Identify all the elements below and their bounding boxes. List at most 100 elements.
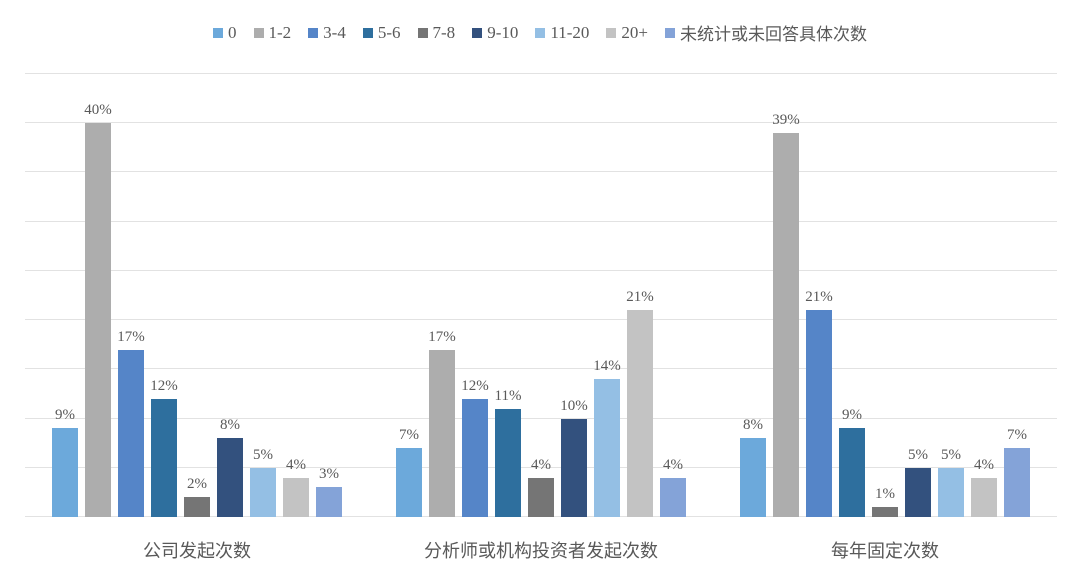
legend-swatch-icon — [213, 27, 223, 38]
bar-slot: 17% — [428, 74, 456, 517]
bar-value-label: 4% — [286, 456, 306, 473]
gridline-20 — [25, 319, 1057, 321]
legend-label: 11-20 — [550, 22, 590, 42]
bar-value-label: 5% — [908, 446, 928, 463]
legend-label: 未统计或未回答具体次数 — [679, 25, 867, 44]
legend-item-0: 0 — [213, 23, 237, 43]
bar-0-cat3 — [740, 438, 766, 517]
bar-value-label: 9% — [55, 407, 75, 424]
legend-swatch-icon — [664, 27, 675, 38]
legend-item-未统计或未回答具体次数: 未统计或未回答具体次数 — [664, 20, 867, 45]
bar-未统计或未回答具体次数-cat2 — [660, 477, 686, 517]
bar-value-label: 21% — [805, 289, 833, 306]
bar-7-8-cat1 — [184, 497, 210, 517]
bar-value-label: 4% — [531, 456, 551, 473]
bar-20+-cat3 — [971, 477, 997, 517]
legend-item-20+: 20+ — [606, 23, 648, 43]
legend-swatch-icon — [472, 27, 483, 38]
bar-value-label: 4% — [663, 456, 683, 473]
gridline-45 — [25, 73, 1057, 74]
legend-label: 7-8 — [432, 22, 456, 42]
bar-0-cat2 — [396, 448, 422, 517]
bar-5-6-cat3 — [839, 428, 865, 517]
bar-value-label: 17% — [117, 328, 145, 345]
bar-value-label: 14% — [593, 358, 621, 375]
bar-value-label: 8% — [220, 417, 240, 434]
legend-swatch-icon — [362, 27, 373, 38]
gridline-30 — [25, 220, 1057, 222]
bar-3-4-cat1 — [118, 349, 144, 517]
legend-item-1-2: 1-2 — [253, 23, 291, 43]
bar-5-6-cat1 — [151, 398, 177, 517]
gridline-5 — [25, 466, 1057, 468]
gridline-10 — [25, 417, 1057, 419]
legend-item-3-4: 3-4 — [308, 23, 346, 43]
bar-value-label: 7% — [1007, 427, 1027, 444]
bar-slot: 12% — [461, 74, 489, 517]
bar-value-label: 40% — [84, 102, 112, 119]
bar-11-20-cat3 — [938, 467, 964, 517]
bar-slot: 7% — [1004, 74, 1030, 517]
bar-slot: 4% — [660, 74, 686, 517]
bar-3-4-cat3 — [806, 310, 832, 517]
legend-swatch-icon — [417, 27, 428, 38]
bar-value-label: 7% — [399, 427, 419, 444]
bar-value-label: 4% — [974, 456, 994, 473]
bar-9-10-cat2 — [561, 418, 587, 517]
bar-20+-cat2 — [627, 310, 653, 517]
bar-value-label: 11% — [494, 387, 522, 404]
chart-legend: 0 1-2 3-4 5-6 7-8 9-10 11-20 20+ 未统计或未回答具体次数 — [0, 20, 1080, 45]
bar-slot: 12% — [150, 74, 178, 517]
category-label-3: 每年固定次数 — [831, 541, 939, 561]
legend-label: 5-6 — [377, 22, 401, 42]
bar-slot: 21% — [626, 74, 654, 517]
bar-slot: 21% — [805, 74, 833, 517]
legend-label: 3-4 — [323, 22, 346, 42]
bar-value-label: 3% — [319, 466, 339, 483]
bar-5-6-cat2 — [495, 408, 521, 517]
bar-slot: 2% — [184, 74, 210, 517]
bar-20+-cat1 — [283, 477, 309, 517]
bar-slot: 7% — [396, 74, 422, 517]
bar-slot: 11% — [495, 74, 521, 517]
bar-9-10-cat1 — [217, 438, 243, 517]
bar-未统计或未回答具体次数-cat1 — [316, 487, 342, 517]
category-label-1: 公司发起次数 — [143, 541, 251, 561]
bar-value-label: 17% — [428, 328, 456, 345]
legend-item-11-20: 11-20 — [535, 23, 589, 43]
bar-未统计或未回答具体次数-cat3 — [1004, 448, 1030, 517]
bar-slot: 9% — [52, 74, 78, 517]
gridline-15 — [25, 368, 1057, 370]
bar-3-4-cat2 — [462, 398, 488, 517]
bar-0-cat1 — [52, 428, 78, 517]
legend-swatch-icon — [308, 27, 319, 38]
legend-label: 20+ — [621, 22, 648, 42]
legend-swatch-icon — [253, 27, 264, 38]
bar-9-10-cat3 — [905, 467, 931, 517]
bar-slot: 10% — [560, 74, 588, 517]
bar-value-label: 1% — [875, 486, 895, 503]
bar-value-label: 39% — [772, 112, 800, 129]
bar-group-1: 9% 40% 17% 12% 2% 8% 5% 4% 3% — [25, 74, 369, 517]
legend-swatch-icon — [535, 27, 546, 38]
bar-slot: 1% — [872, 74, 898, 517]
legend-label: 9-10 — [487, 22, 519, 42]
bar-1-2-cat2 — [429, 349, 455, 517]
bar-slot: 4% — [528, 74, 554, 517]
bar-slot: 8% — [217, 74, 243, 517]
gridline-35 — [25, 171, 1057, 173]
bar-slot: 9% — [839, 74, 865, 517]
bar-value-label: 5% — [253, 446, 273, 463]
bar-value-label: 12% — [150, 377, 178, 394]
bar-value-label: 10% — [560, 397, 588, 414]
bar-slot: 14% — [593, 74, 621, 517]
bar-value-label: 2% — [187, 476, 207, 493]
bar-11-20-cat2 — [594, 379, 620, 517]
gridline-40 — [25, 122, 1057, 124]
category-label-2: 分析师或机构投资者发起次数 — [424, 541, 658, 561]
bar-11-20-cat1 — [250, 467, 276, 517]
bar-value-label: 12% — [461, 377, 489, 394]
bar-slot: 39% — [772, 74, 800, 517]
legend-item-9-10: 9-10 — [472, 23, 518, 43]
